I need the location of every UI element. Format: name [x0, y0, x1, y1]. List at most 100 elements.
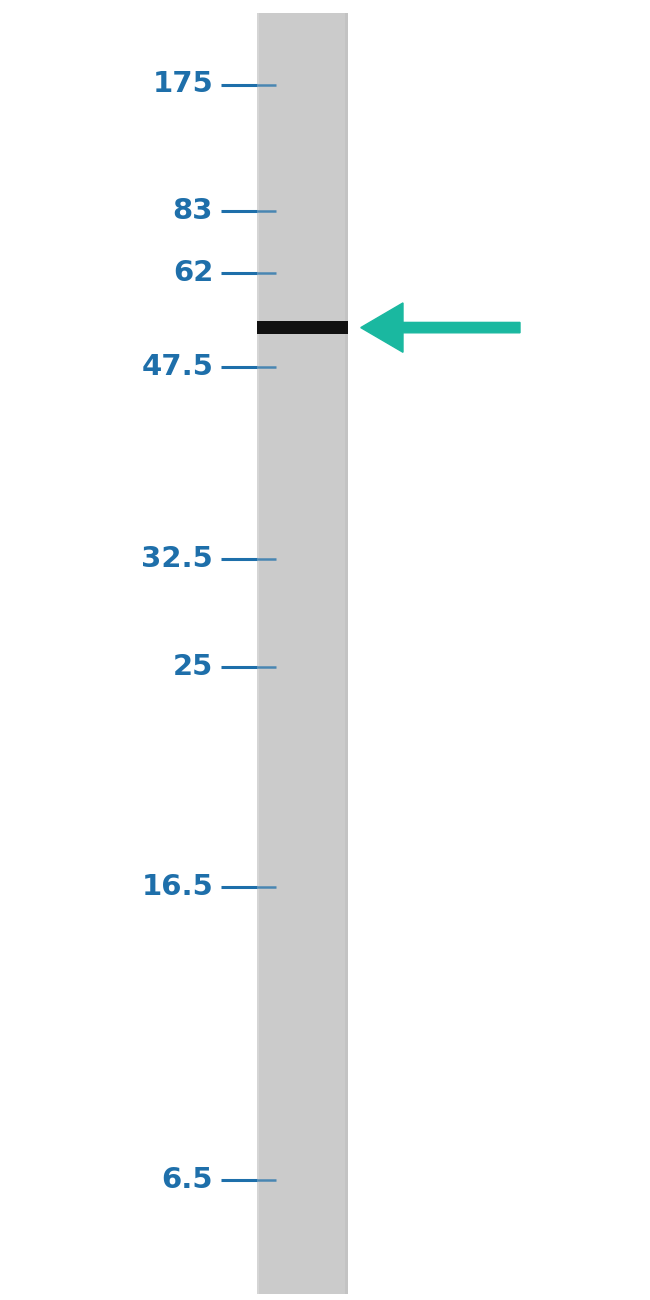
Bar	[257, 1127, 348, 1131]
Bar	[345, 751, 348, 755]
Bar	[257, 722, 259, 725]
Bar	[345, 1144, 348, 1148]
Bar	[257, 867, 259, 871]
Bar	[345, 1071, 348, 1076]
Bar	[345, 13, 348, 17]
Bar	[257, 1234, 348, 1238]
Bar	[345, 342, 348, 346]
Bar	[257, 696, 348, 701]
Bar	[257, 39, 348, 43]
Bar	[257, 1195, 348, 1200]
Bar	[345, 820, 348, 824]
Bar	[257, 176, 348, 179]
Bar	[345, 653, 348, 658]
Text: 62: 62	[173, 259, 213, 287]
Bar	[257, 363, 259, 368]
Bar	[345, 982, 348, 987]
Bar	[345, 22, 348, 26]
Bar	[257, 662, 348, 666]
Bar	[257, 486, 348, 491]
Bar	[345, 64, 348, 69]
Bar	[345, 133, 348, 136]
Bar	[257, 469, 259, 474]
Bar	[257, 914, 259, 918]
Bar	[345, 486, 348, 491]
Bar	[345, 854, 348, 858]
Bar	[257, 602, 348, 606]
Bar	[257, 1208, 259, 1213]
Bar	[257, 961, 348, 965]
Bar	[257, 529, 348, 534]
Bar	[257, 1187, 348, 1191]
Bar	[345, 718, 348, 722]
Bar	[257, 248, 348, 252]
Bar	[345, 436, 348, 439]
Bar	[257, 512, 348, 516]
Bar	[345, 731, 348, 734]
Bar	[257, 166, 259, 170]
Bar	[257, 768, 259, 772]
Bar	[345, 705, 348, 708]
Bar	[257, 820, 259, 824]
Bar	[257, 1251, 259, 1254]
Bar	[257, 585, 259, 589]
Bar	[257, 1178, 259, 1183]
Bar	[257, 798, 259, 802]
Bar	[345, 452, 348, 456]
Bar	[345, 828, 348, 832]
Bar	[257, 1011, 259, 1017]
Bar	[257, 196, 259, 200]
Bar	[257, 116, 259, 120]
Bar	[345, 338, 348, 342]
Bar	[257, 273, 259, 278]
Bar	[345, 77, 348, 82]
Bar	[345, 845, 348, 850]
Bar	[345, 1204, 348, 1208]
Bar	[345, 333, 348, 338]
Bar	[257, 39, 259, 43]
Bar	[257, 486, 259, 491]
Bar	[257, 77, 259, 82]
Bar	[257, 632, 259, 636]
Bar	[257, 850, 348, 854]
Bar	[257, 316, 259, 320]
Bar	[345, 772, 348, 777]
Bar	[257, 252, 348, 256]
Bar	[345, 1234, 348, 1238]
Bar	[257, 682, 259, 688]
Bar	[257, 777, 348, 781]
Bar	[257, 1101, 348, 1106]
Bar	[257, 837, 348, 841]
Bar	[345, 474, 348, 478]
Bar	[257, 820, 348, 824]
Bar	[257, 731, 259, 734]
Bar	[257, 1290, 348, 1294]
Bar	[257, 129, 348, 133]
Bar	[257, 260, 259, 265]
Bar	[345, 179, 348, 183]
Bar	[257, 320, 348, 325]
Bar	[345, 675, 348, 679]
Bar	[345, 136, 348, 140]
Bar	[345, 183, 348, 188]
Bar	[257, 64, 259, 69]
Bar	[257, 734, 348, 738]
Bar	[257, 679, 348, 682]
Bar	[257, 675, 259, 679]
Bar	[345, 273, 348, 278]
Bar	[257, 679, 259, 682]
Bar	[345, 777, 348, 781]
Bar	[345, 230, 348, 235]
Bar	[345, 43, 348, 47]
Bar	[257, 901, 259, 905]
Bar	[257, 598, 259, 602]
Bar	[345, 905, 348, 910]
Bar	[257, 910, 348, 914]
Bar	[257, 1071, 259, 1076]
Bar	[345, 662, 348, 666]
Bar	[257, 658, 348, 662]
Bar	[257, 112, 348, 116]
Bar	[257, 508, 259, 512]
Bar	[257, 521, 348, 525]
Bar	[345, 200, 348, 205]
